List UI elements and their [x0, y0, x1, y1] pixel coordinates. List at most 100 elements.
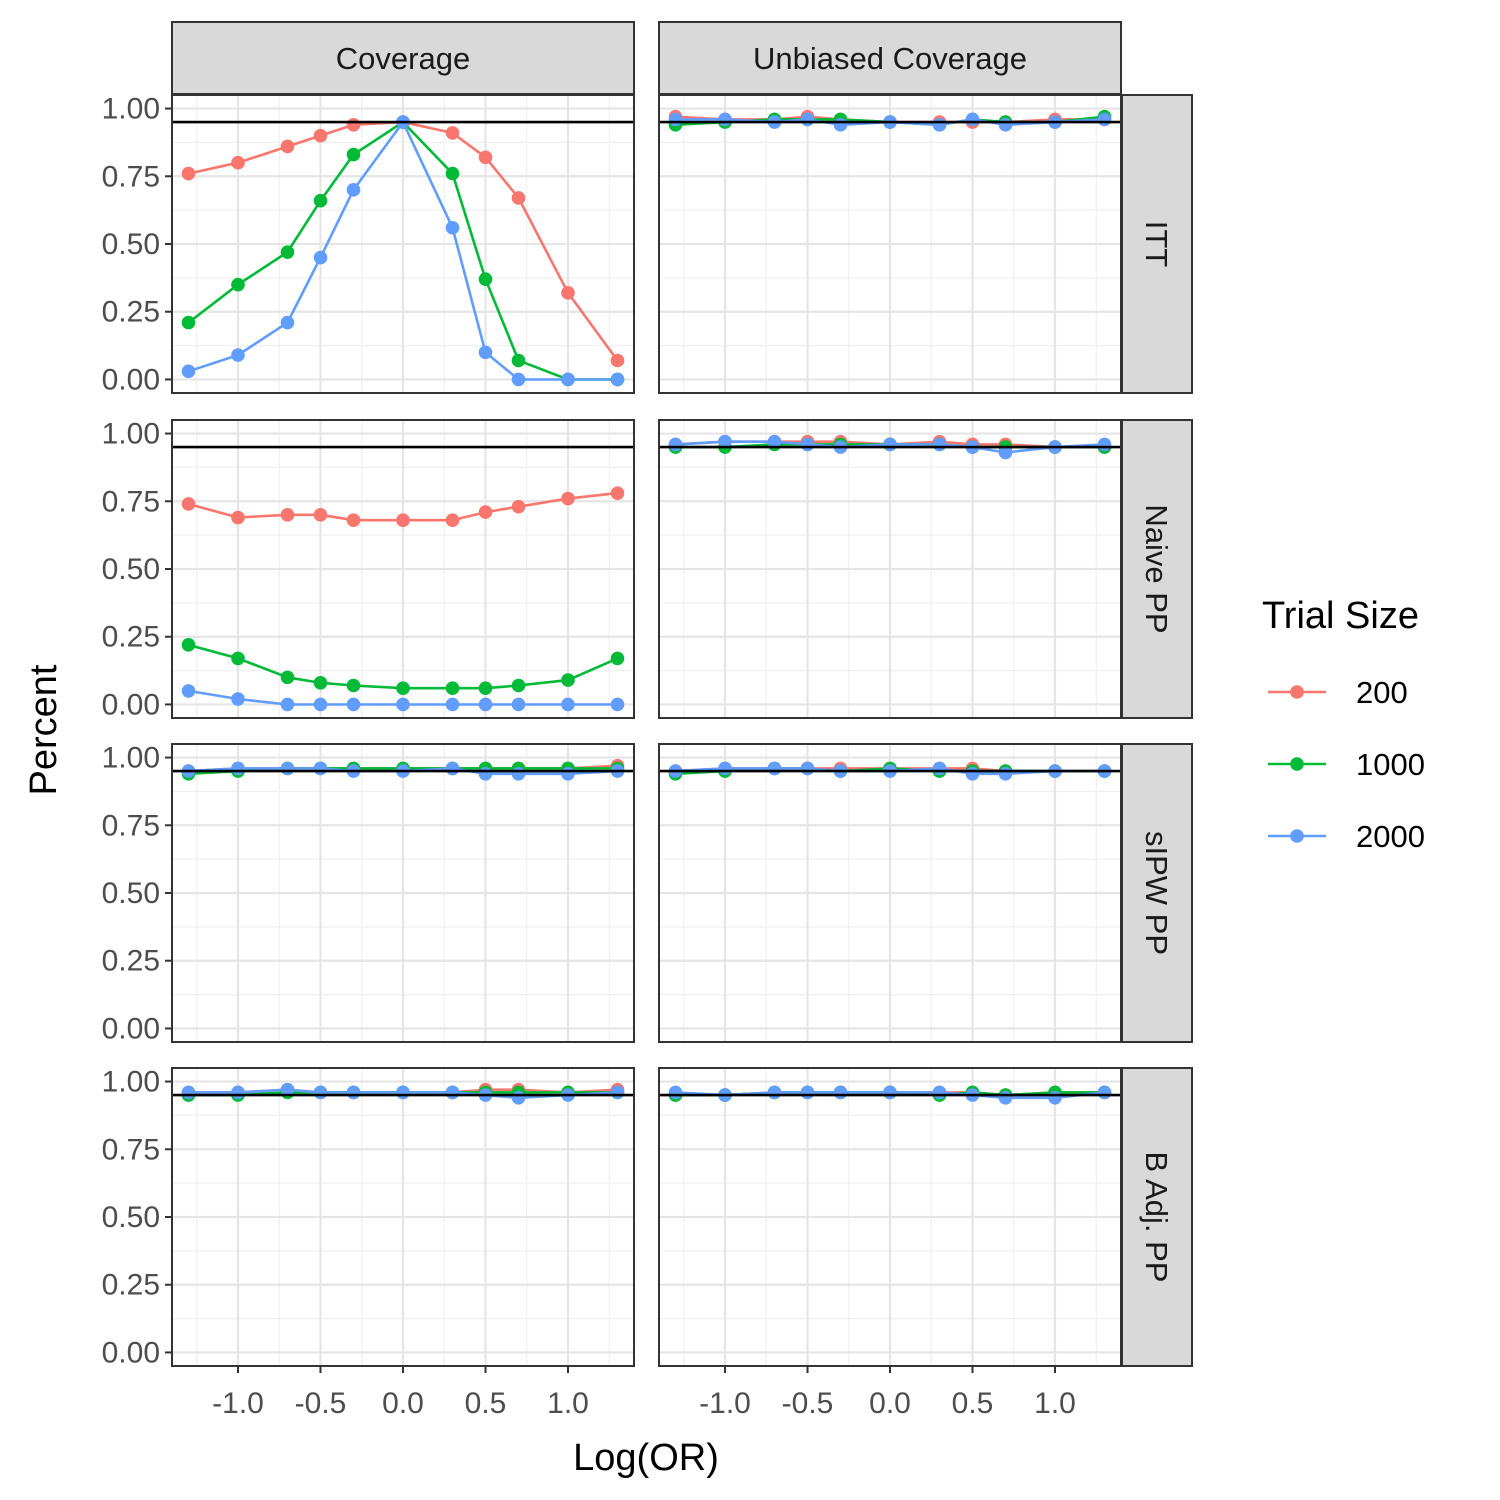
- data-point-200: [181, 497, 196, 511]
- y-tick-label: 0.75: [102, 809, 160, 842]
- data-point-1000: [610, 651, 625, 666]
- data-point-2000: [932, 437, 947, 452]
- data-point-2000: [231, 761, 245, 776]
- data-point-2000: [800, 112, 815, 127]
- data-point-1000: [478, 272, 493, 287]
- data-point-1000: [445, 166, 460, 181]
- data-point-200: [313, 508, 328, 522]
- data-point-2000: [346, 183, 361, 197]
- y-tick-label: 0.50: [102, 877, 160, 910]
- column-strip-label: Coverage: [336, 41, 470, 76]
- panel-3-0: [171, 1067, 635, 1367]
- x-tick-label: -0.5: [295, 1387, 347, 1420]
- y-tick-label: 0.50: [102, 553, 160, 586]
- panel-3-1: [658, 1067, 1122, 1367]
- data-point-2000: [883, 1085, 897, 1100]
- data-point-200: [610, 353, 625, 368]
- data-point-2000: [1097, 112, 1112, 127]
- data-point-200: [561, 285, 575, 300]
- data-point-2000: [346, 697, 361, 712]
- y-tick-label: 0.50: [102, 1201, 160, 1234]
- data-point-200: [445, 513, 460, 528]
- data-point-200: [511, 191, 526, 205]
- data-point-200: [346, 513, 361, 528]
- row-strip-label: sIPW PP: [1139, 831, 1174, 955]
- data-point-2000: [280, 315, 295, 330]
- data-point-2000: [883, 437, 897, 452]
- data-point-2000: [998, 1091, 1013, 1105]
- data-point-2000: [610, 697, 625, 712]
- data-point-2000: [181, 1085, 196, 1100]
- data-point-200: [511, 499, 526, 514]
- data-point-2000: [800, 1085, 815, 1100]
- data-point-200: [610, 486, 625, 500]
- data-point-2000: [833, 118, 848, 132]
- row-strip-label: ITT: [1139, 221, 1174, 268]
- x-tick-label: 1.0: [547, 1387, 589, 1420]
- data-point-2000: [561, 767, 575, 781]
- x-axis-title: Log(OR): [573, 1437, 719, 1479]
- y-tick-label: 0.00: [102, 1336, 160, 1369]
- legend-key-point: [1290, 685, 1304, 699]
- data-point-2000: [998, 118, 1013, 132]
- data-point-200: [445, 126, 460, 140]
- data-point-2000: [932, 761, 947, 776]
- data-point-2000: [561, 372, 575, 387]
- data-point-2000: [346, 1085, 361, 1100]
- data-point-2000: [1097, 437, 1112, 452]
- data-point-2000: [767, 1085, 782, 1100]
- axes: 0.000.250.500.751.000.000.250.500.751.00…: [102, 93, 1076, 1420]
- legend-label: 1000: [1356, 747, 1425, 782]
- row-strip-label: B Adj. PP: [1139, 1152, 1174, 1283]
- panel-2-0: [171, 743, 635, 1043]
- facet-strips: Coverage Unbiased Coverage ITT Naive PP sIPW…: [171, 21, 1193, 1367]
- x-tick-label: -1.0: [699, 1387, 751, 1420]
- data-point-2000: [767, 761, 782, 776]
- data-point-200: [346, 118, 361, 132]
- panel-1-1: [658, 419, 1122, 719]
- legend: Trial Size 200 1000 2000: [1262, 595, 1425, 854]
- x-tick-label: -1.0: [212, 1387, 264, 1420]
- data-point-200: [561, 491, 575, 506]
- x-tick-label: 0.0: [382, 1387, 424, 1420]
- data-point-1000: [346, 678, 361, 693]
- panels: [171, 94, 1122, 1367]
- legend-title: Trial Size: [1262, 595, 1419, 637]
- data-point-2000: [668, 112, 683, 127]
- data-point-2000: [313, 761, 328, 776]
- y-tick-label: 0.25: [102, 945, 160, 978]
- data-point-200: [478, 150, 493, 165]
- data-point-2000: [932, 1085, 947, 1100]
- x-tick-label: 0.0: [869, 1387, 911, 1420]
- data-point-2000: [932, 118, 947, 132]
- data-point-2000: [280, 697, 295, 712]
- x-tick-label: 0.5: [465, 1387, 507, 1420]
- y-tick-label: 0.00: [102, 1012, 160, 1045]
- y-tick-label: 1.00: [102, 742, 160, 775]
- data-point-2000: [800, 761, 815, 776]
- data-point-2000: [1048, 1091, 1062, 1105]
- data-point-2000: [445, 220, 460, 235]
- data-point-1000: [396, 681, 410, 695]
- legend-key-point: [1290, 757, 1304, 771]
- data-point-2000: [231, 692, 245, 706]
- y-tick-label: 0.75: [102, 1133, 160, 1166]
- data-point-1000: [231, 651, 245, 666]
- data-point-2000: [445, 1085, 460, 1100]
- legend-label: 200: [1356, 675, 1408, 710]
- data-point-2000: [610, 1085, 625, 1100]
- x-tick-label: 0.5: [952, 1387, 994, 1420]
- y-tick-label: 0.00: [102, 688, 160, 721]
- data-point-1000: [445, 681, 460, 695]
- data-point-2000: [313, 697, 328, 712]
- column-strip: [658, 21, 1122, 95]
- data-point-2000: [396, 697, 410, 712]
- data-point-2000: [767, 434, 782, 449]
- panel-0-0: [171, 94, 635, 394]
- y-tick-label: 0.25: [102, 621, 160, 654]
- data-point-2000: [610, 372, 625, 387]
- data-point-2000: [280, 761, 295, 776]
- data-point-2000: [445, 697, 460, 712]
- legend-key-point: [1290, 829, 1304, 843]
- y-tick-label: 1.00: [102, 1066, 160, 1099]
